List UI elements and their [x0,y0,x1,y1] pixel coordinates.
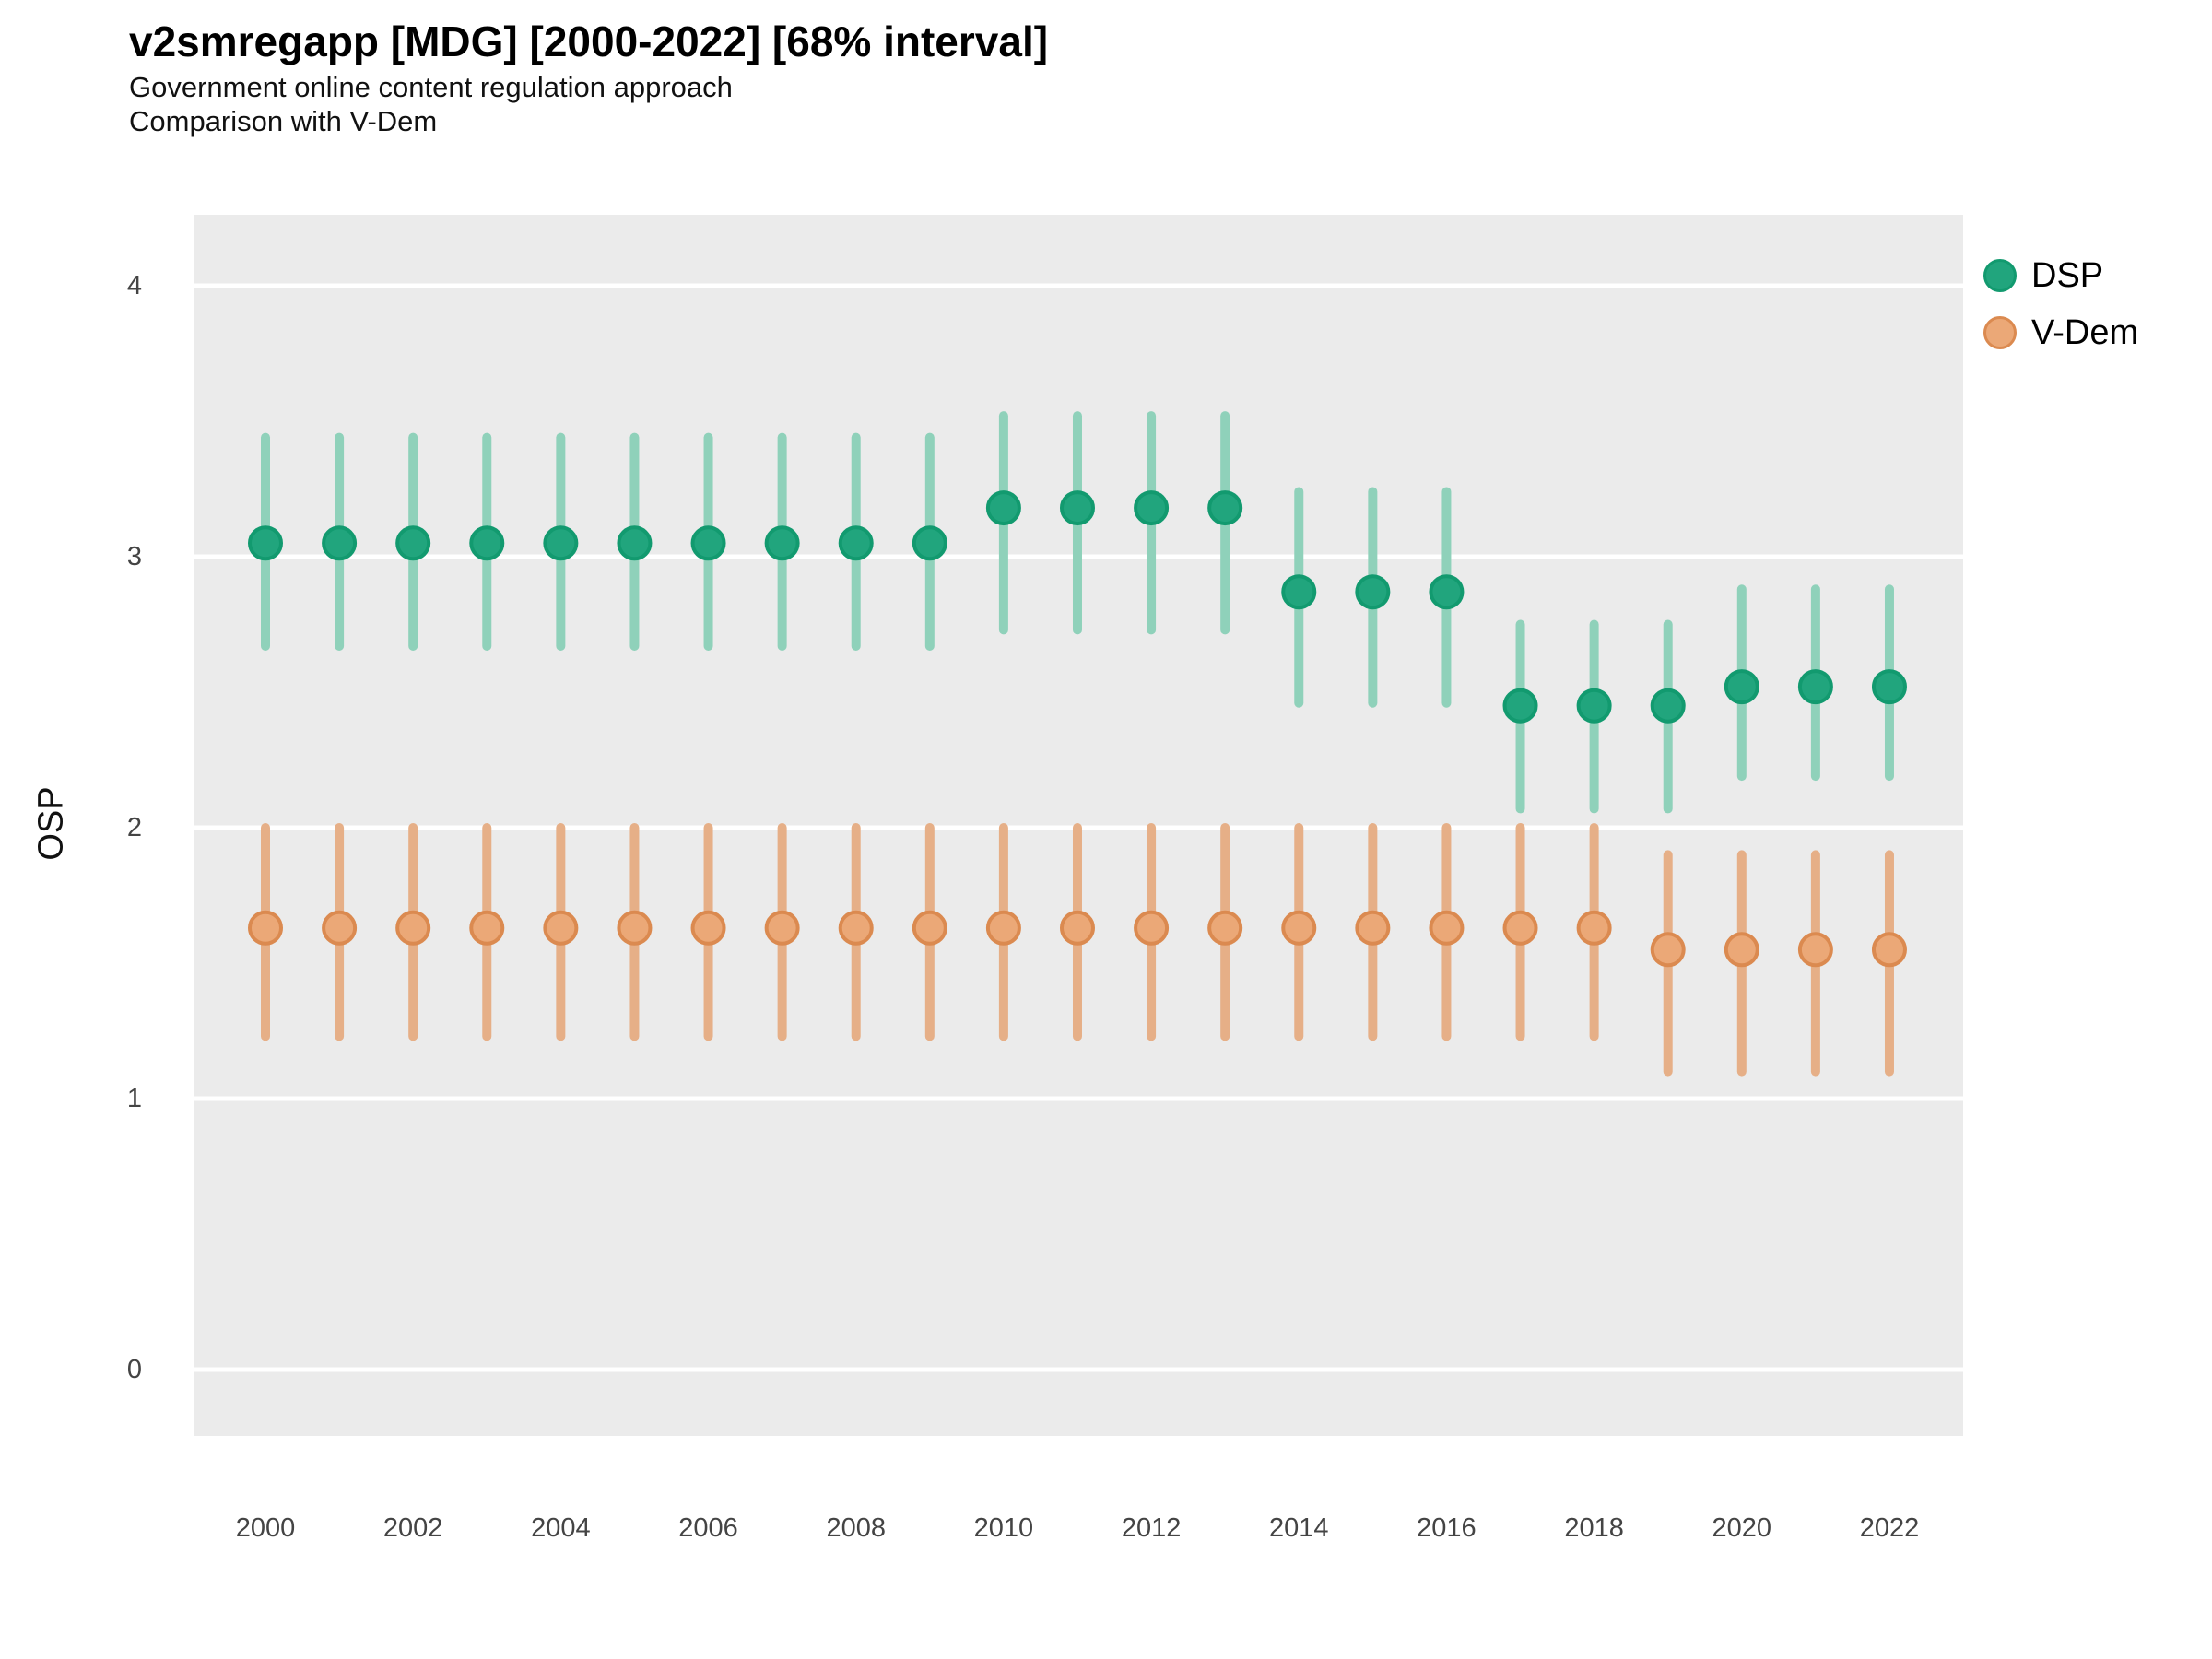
point-DSP-2006 [690,525,726,561]
point-DSP-2017 [1502,688,1538,724]
x-tick-label-2018: 2018 [1564,1513,1624,1543]
point-DSP-2021 [1797,669,1833,705]
point-V-Dem-2022 [1871,932,1907,968]
point-DSP-2012 [1134,490,1170,526]
point-V-Dem-2015 [1355,910,1391,946]
x-tick-label-2014: 2014 [1268,1513,1329,1543]
point-V-Dem-2010 [985,910,1021,946]
legend-item-vdem: V-Dem [1983,304,2138,361]
y-tick-label-2: 2 [126,813,142,842]
point-DSP-2013 [1207,490,1243,526]
y-tick-label-3: 3 [126,542,142,571]
point-V-Dem-2009 [912,910,947,946]
x-tick-label-2004: 2004 [531,1513,591,1543]
point-DSP-2009 [912,525,947,561]
point-DSP-2004 [543,525,579,561]
point-DSP-2000 [248,525,283,561]
point-DSP-2010 [985,490,1021,526]
y-tick-label-1: 1 [126,1084,142,1113]
point-V-Dem-2012 [1134,910,1170,946]
vdem-legend-label: V-Dem [2031,312,2139,352]
x-tick-label-2002: 2002 [382,1513,443,1543]
point-V-Dem-2020 [1724,932,1759,968]
point-V-Dem-2018 [1576,910,1612,946]
point-DSP-2014 [1281,574,1317,610]
legend: DSP V-Dem [1983,247,2138,361]
point-DSP-2022 [1871,669,1907,705]
dsp-legend-dot-icon [1983,259,2017,292]
x-tick-label-2008: 2008 [826,1513,886,1543]
point-DSP-2020 [1724,669,1759,705]
point-V-Dem-2004 [543,910,579,946]
y-tick-label-0: 0 [126,1355,142,1384]
x-tick-label-2012: 2012 [1121,1513,1182,1543]
point-V-Dem-2000 [248,910,283,946]
x-tick-label-2006: 2006 [678,1513,738,1543]
dsp-legend-label: DSP [2031,255,2104,295]
point-V-Dem-2005 [617,910,653,946]
chart-title: v2smregapp [MDG] [2000-2022] [68% interv… [129,18,1049,65]
chart-subtitle: Government online content regulation app… [129,70,733,138]
point-V-Dem-2007 [764,910,800,946]
vdem-legend-dot-icon [1983,316,2017,349]
chart-subtitle-line1: Government online content regulation app… [129,71,733,103]
point-V-Dem-2019 [1650,932,1686,968]
y-tick-label-4: 4 [126,271,142,300]
point-V-Dem-2013 [1207,910,1243,946]
point-V-Dem-2001 [322,910,358,946]
x-tick-label-2010: 2010 [973,1513,1034,1543]
chart-subtitle-line2: Comparison with V-Dem [129,105,438,137]
point-DSP-2003 [469,525,505,561]
point-DSP-2015 [1355,574,1391,610]
x-tick-label-2016: 2016 [1417,1513,1477,1543]
x-tick-label-2000: 2000 [235,1513,296,1543]
x-tick-label-2022: 2022 [1859,1513,1920,1543]
point-DSP-2005 [617,525,653,561]
legend-item-dsp: DSP [1983,247,2138,304]
x-tick-label-2020: 2020 [1712,1513,1772,1543]
point-DSP-2018 [1576,688,1612,724]
point-DSP-2019 [1650,688,1686,724]
point-V-Dem-2017 [1502,910,1538,946]
point-V-Dem-2008 [838,910,874,946]
point-V-Dem-2021 [1797,932,1833,968]
point-DSP-2001 [322,525,358,561]
point-DSP-2016 [1429,574,1465,610]
point-V-Dem-2016 [1429,910,1465,946]
point-V-Dem-2003 [469,910,505,946]
point-DSP-2002 [395,525,431,561]
point-V-Dem-2002 [395,910,431,946]
point-DSP-2011 [1059,490,1095,526]
point-V-Dem-2006 [690,910,726,946]
point-V-Dem-2011 [1059,910,1095,946]
point-V-Dem-2014 [1281,910,1317,946]
point-DSP-2007 [764,525,800,561]
point-DSP-2008 [838,525,874,561]
